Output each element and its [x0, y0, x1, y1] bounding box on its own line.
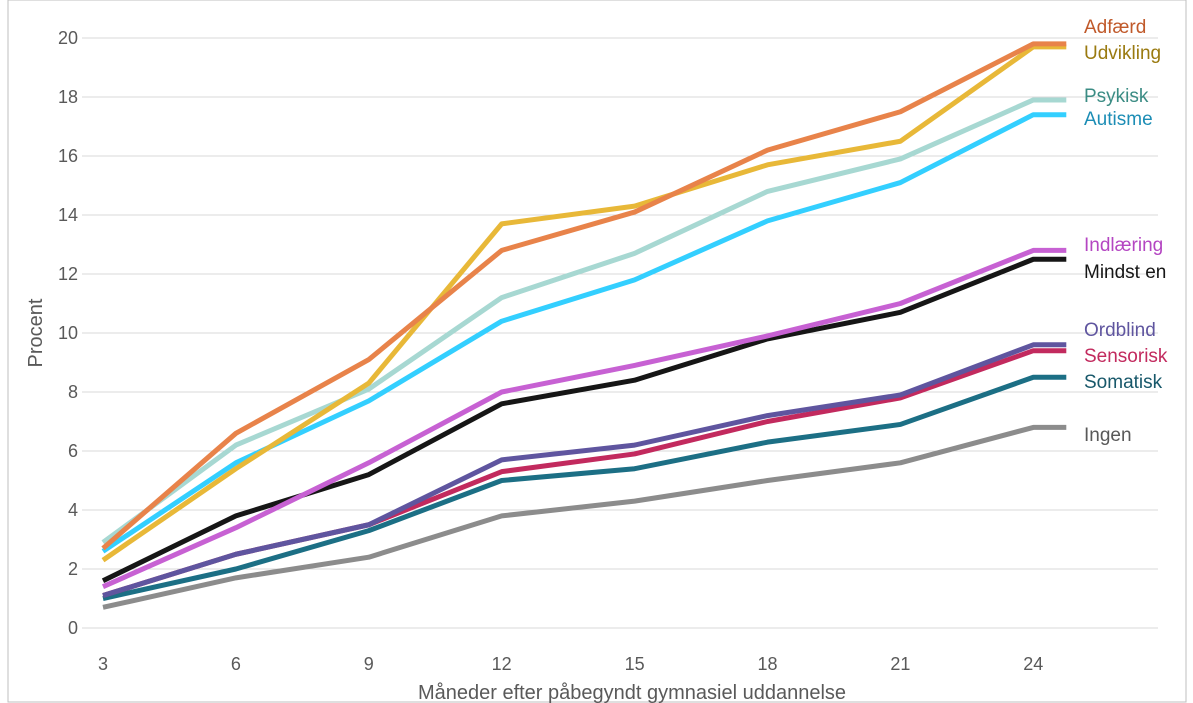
series-label: Sensorisk [1084, 346, 1168, 367]
y-tick-label: 18 [58, 87, 78, 107]
series-line-2 [101, 97, 1067, 545]
y-tick-label: 16 [58, 146, 78, 166]
series-label: Indlæring [1084, 235, 1163, 256]
series-label: Psykisk [1084, 86, 1149, 107]
x-tick-label: 24 [1023, 654, 1043, 674]
series-label: Ordblind [1084, 320, 1156, 341]
series-line-8 [102, 374, 1067, 601]
y-axis-title: Procent [25, 298, 47, 367]
y-tick-labels: 0 2 4 6 8 10 12 14 16 18 20 [58, 28, 78, 638]
y-tick-label: 4 [68, 500, 78, 520]
y-tick-label: 14 [58, 205, 78, 225]
x-tick-label: 3 [98, 654, 108, 674]
series-line-5 [101, 256, 1067, 584]
x-tick-labels: 3 6 9 12 15 18 21 24 [98, 654, 1043, 674]
series-line-4 [101, 247, 1067, 589]
chart-frame [7, 0, 1187, 703]
series-line-1 [101, 44, 1067, 563]
series-lines [101, 41, 1067, 610]
gridlines [82, 37, 1158, 629]
y-tick-label: 2 [68, 559, 78, 579]
series-label: Mindst en [1084, 262, 1166, 283]
series-label: Udvikling [1084, 43, 1161, 64]
series-line-9 [102, 424, 1067, 610]
series-label: Ingen [1084, 425, 1132, 446]
x-tick-label: 9 [364, 654, 374, 674]
x-tick-label: 21 [890, 654, 910, 674]
x-tick-label: 18 [757, 654, 777, 674]
y-tick-label: 20 [58, 28, 78, 48]
y-tick-label: 12 [58, 264, 78, 284]
series-line-6 [102, 342, 1067, 598]
series-line-0 [101, 41, 1067, 551]
y-tick-label: 10 [58, 323, 78, 343]
y-tick-label: 6 [68, 441, 78, 461]
x-tick-label: 15 [625, 654, 645, 674]
series-label: Adfærd [1084, 17, 1146, 38]
x-tick-label: 6 [231, 654, 241, 674]
series-label: Somatisk [1084, 372, 1163, 393]
series-label: Autisme [1084, 109, 1153, 130]
x-tick-label: 12 [492, 654, 512, 674]
y-tick-label: 8 [68, 382, 78, 402]
y-tick-label: 0 [68, 618, 78, 638]
x-axis-title: Måneder efter påbegyndt gymnasiel uddann… [418, 682, 846, 703]
